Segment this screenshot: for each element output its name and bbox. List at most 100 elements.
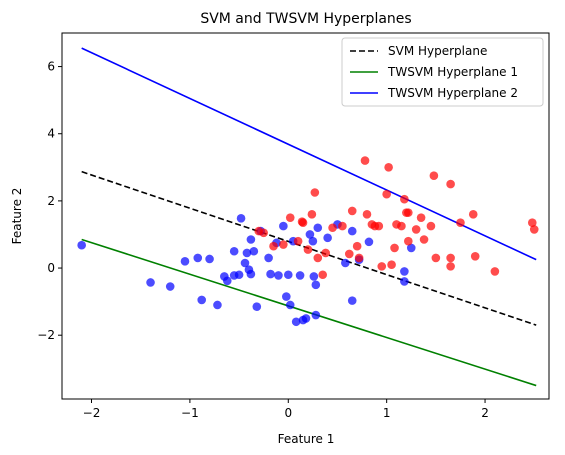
scatter-point-2-15 xyxy=(328,223,337,233)
scatter-point-1-50 xyxy=(400,277,409,286)
scatter-point-2-43 xyxy=(446,253,455,263)
scatter-point-2-39 xyxy=(419,235,429,244)
legend-label: TWSVM Hyperplane 1 xyxy=(387,65,518,79)
scatter-point-1-16 xyxy=(242,248,252,258)
scatter-point-2-47 xyxy=(468,210,478,219)
scatter-point-1-48 xyxy=(364,237,374,247)
scatter-point-1-18 xyxy=(246,269,256,279)
x-axis-label: Feature 1 xyxy=(278,432,335,446)
scatter-point-1-33 xyxy=(295,271,305,280)
scatter-point-2-14 xyxy=(321,248,330,258)
scatter-point-2-50 xyxy=(527,218,537,228)
scatter-point-1-7 xyxy=(205,254,214,264)
scatter-point-2-44 xyxy=(446,262,455,271)
scatter-point-1-40 xyxy=(311,280,321,290)
scatter-point-2-38 xyxy=(416,213,426,222)
scatter-point-2-9 xyxy=(303,245,313,254)
x-tick-label: 0 xyxy=(284,406,292,420)
scatter-point-2-6 xyxy=(293,236,303,246)
scatter-point-2-25 xyxy=(374,221,384,231)
scatter-point-1-15 xyxy=(240,258,250,268)
scatter-point-1-6 xyxy=(197,295,207,305)
scatter-point-2-22 xyxy=(362,210,372,219)
scatter-point-2-41 xyxy=(429,171,439,181)
y-tick-label: 2 xyxy=(47,194,55,208)
scatter-point-1-14 xyxy=(236,214,246,223)
scatter-point-1-35 xyxy=(301,314,311,323)
scatter-point-2-10 xyxy=(307,210,317,219)
scatter-point-2-48 xyxy=(470,251,480,261)
scatter-point-1-42 xyxy=(323,233,332,243)
x-tick-label: −2 xyxy=(83,406,101,420)
scatter-point-2-30 xyxy=(390,243,399,253)
legend-label: TWSVM Hyperplane 2 xyxy=(387,86,518,100)
scatter-point-1-39 xyxy=(311,310,321,320)
scatter-point-2-16 xyxy=(338,221,347,231)
legend-label: SVM Hyperplane xyxy=(388,44,487,58)
scatter-point-1-4 xyxy=(180,257,190,266)
scatter-point-2-19 xyxy=(352,241,362,251)
scatter-point-1-23 xyxy=(264,253,273,263)
plot-area xyxy=(77,47,539,387)
scatter-point-2-2 xyxy=(259,228,268,238)
scatter-point-1-46 xyxy=(347,296,357,305)
y-tick-label: −2 xyxy=(37,328,55,342)
scatter-point-1-20 xyxy=(249,246,259,256)
scatter-point-1-51 xyxy=(406,243,416,253)
scatter-point-2-17 xyxy=(344,249,354,259)
scatter-point-1-21 xyxy=(252,302,262,311)
scatter-point-1-2 xyxy=(146,278,155,287)
scatter-point-2-13 xyxy=(318,270,328,280)
scatter-point-1-37 xyxy=(308,236,318,246)
scatter-point-1-49 xyxy=(400,267,409,276)
scatter-point-2-46 xyxy=(456,218,465,228)
chart-title: SVM and TWSVM Hyperplanes xyxy=(200,11,411,27)
legend: SVM Hyperplane TWSVM Hyperplane 1 TWSVM Hy… xyxy=(341,37,544,107)
plot-frame xyxy=(61,32,550,400)
scatter-point-1-30 xyxy=(285,300,295,310)
scatter-point-2-42 xyxy=(431,253,441,263)
y-tick-label: 6 xyxy=(47,60,55,74)
axis-ticks: −2 −1 0 1 2 −2 0 2 4 6 xyxy=(37,60,489,420)
scatter-point-2-12 xyxy=(313,253,323,263)
scatter-point-2-35 xyxy=(404,208,413,217)
scatter-point-2-40 xyxy=(426,221,436,231)
scatter-point-2-11 xyxy=(310,188,320,197)
scatter-point-2-36 xyxy=(404,236,413,246)
scatter-point-2-27 xyxy=(382,189,391,199)
scatter-point-2-49 xyxy=(490,267,500,276)
scatter-point-1-27 xyxy=(279,221,288,231)
scatter-point-2-20 xyxy=(354,253,364,263)
scatter-point-1-32 xyxy=(291,317,301,327)
scatter-point-1-29 xyxy=(283,270,293,280)
scatter-point-1-1 xyxy=(77,240,86,250)
scatter-point-2-26 xyxy=(377,262,387,271)
y-tick-label: 0 xyxy=(47,261,55,275)
scatter-point-1-41 xyxy=(313,223,323,233)
scatter-point-1-3 xyxy=(165,282,175,291)
scatter-point-1-19 xyxy=(246,235,256,244)
scatter-point-1-38 xyxy=(309,272,319,281)
x-tick-label: −1 xyxy=(181,406,199,420)
scatter-point-1-24 xyxy=(266,269,275,279)
x-tick-label: 1 xyxy=(383,406,391,420)
scatter-point-2-51 xyxy=(529,225,539,234)
scatter-point-2-3 xyxy=(269,241,278,251)
y-axis-label: Feature 2 xyxy=(10,188,24,245)
scatter-point-2-28 xyxy=(384,163,393,172)
legend-box xyxy=(341,37,544,107)
scatter-point-1-26 xyxy=(274,271,283,280)
scatter-point-2-45 xyxy=(446,179,455,189)
scatter-point-1-12 xyxy=(229,246,239,256)
scatter-point-1-28 xyxy=(282,292,291,301)
scatter-point-2-5 xyxy=(285,213,295,222)
scatter-point-1-8 xyxy=(213,300,222,310)
scatter-point-2-32 xyxy=(397,221,406,231)
series-line-2 xyxy=(81,238,537,387)
scatter-point-2-8 xyxy=(298,218,308,228)
scatter-point-1-44 xyxy=(341,258,350,268)
scatter-point-2-37 xyxy=(411,225,421,234)
scatter-point-1-13 xyxy=(234,270,244,280)
scatter-point-1-45 xyxy=(347,226,357,236)
scatter-point-2-33 xyxy=(400,194,409,204)
